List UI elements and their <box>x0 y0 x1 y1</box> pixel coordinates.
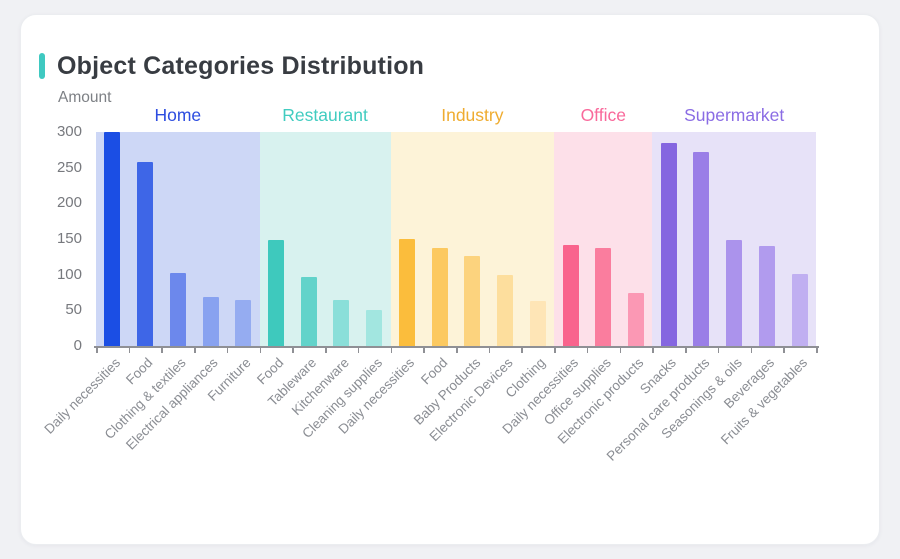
y-axis-tick-label: 300 <box>56 123 82 140</box>
x-axis-tick <box>521 348 523 353</box>
bar[interactable] <box>268 240 284 346</box>
x-axis-tick <box>456 348 458 353</box>
bar[interactable] <box>398 239 415 346</box>
group-label-supermarket: Supermarket <box>684 105 785 125</box>
x-axis-tick <box>390 348 393 353</box>
x-axis-tick <box>717 348 720 353</box>
x-axis-tick <box>750 348 753 353</box>
bar[interactable] <box>791 273 808 346</box>
bar[interactable] <box>431 247 448 346</box>
bar[interactable] <box>595 247 612 346</box>
x-axis-tick <box>619 348 622 353</box>
x-axis-tick <box>194 348 196 353</box>
bar[interactable] <box>693 151 710 346</box>
x-axis-tick <box>161 348 163 353</box>
x-axis-tick <box>554 348 556 353</box>
bar[interactable] <box>169 273 186 346</box>
bar-chart: 0 50 100 150 200 250 300 Home Daily necessities F… <box>21 15 881 546</box>
x-axis-tick <box>226 348 229 353</box>
x-axis-tick <box>325 348 327 353</box>
title-accent-bar <box>39 53 45 79</box>
bar[interactable] <box>366 310 383 346</box>
group-label-home: Home <box>154 105 202 125</box>
group-label-office: Office <box>580 105 626 125</box>
x-axis-tick <box>96 348 98 353</box>
page-title: Object Categories Distribution <box>57 51 425 80</box>
bar[interactable] <box>202 296 219 346</box>
bar[interactable] <box>529 301 546 346</box>
x-axis-tick <box>259 348 262 353</box>
bar[interactable] <box>562 244 579 346</box>
x-axis-tick <box>652 348 654 353</box>
y-axis-tick-label: 250 <box>56 158 82 176</box>
x-axis-tick <box>128 348 131 353</box>
bar[interactable] <box>758 246 775 346</box>
bar[interactable] <box>235 300 252 346</box>
x-axis-tick <box>423 348 425 353</box>
bar[interactable] <box>660 142 677 346</box>
x-axis-tick <box>586 348 589 353</box>
x-axis-tick <box>488 348 491 353</box>
chart-card: Object Categories Distribution Amount 0 5… <box>20 14 880 545</box>
bar[interactable] <box>464 256 481 346</box>
x-axis-line <box>94 346 819 348</box>
x-axis-tick <box>685 348 687 353</box>
bar[interactable] <box>137 161 154 346</box>
y-axis-title: Amount <box>58 89 112 106</box>
x-axis-tick <box>292 348 294 353</box>
bar[interactable] <box>726 240 743 346</box>
group-label-industry: Industry <box>441 105 504 125</box>
bar[interactable] <box>300 276 317 346</box>
x-axis-tick <box>816 348 818 353</box>
card-header: Object Categories Distribution <box>39 51 424 81</box>
bar[interactable] <box>497 274 514 346</box>
y-axis-tick-label: 200 <box>56 194 82 212</box>
y-axis-tick-label: 100 <box>56 265 82 283</box>
y-axis-tick-label: 150 <box>56 230 82 247</box>
bar[interactable] <box>104 132 121 346</box>
y-axis-tick-label: 0 <box>73 337 82 354</box>
y-axis-tick-label: 50 <box>65 301 82 319</box>
x-axis-tick <box>357 348 360 353</box>
group-label-restaurant: Restaurant <box>282 105 368 125</box>
bar[interactable] <box>628 292 644 346</box>
x-axis-tick <box>783 348 785 353</box>
bar[interactable] <box>333 299 350 346</box>
